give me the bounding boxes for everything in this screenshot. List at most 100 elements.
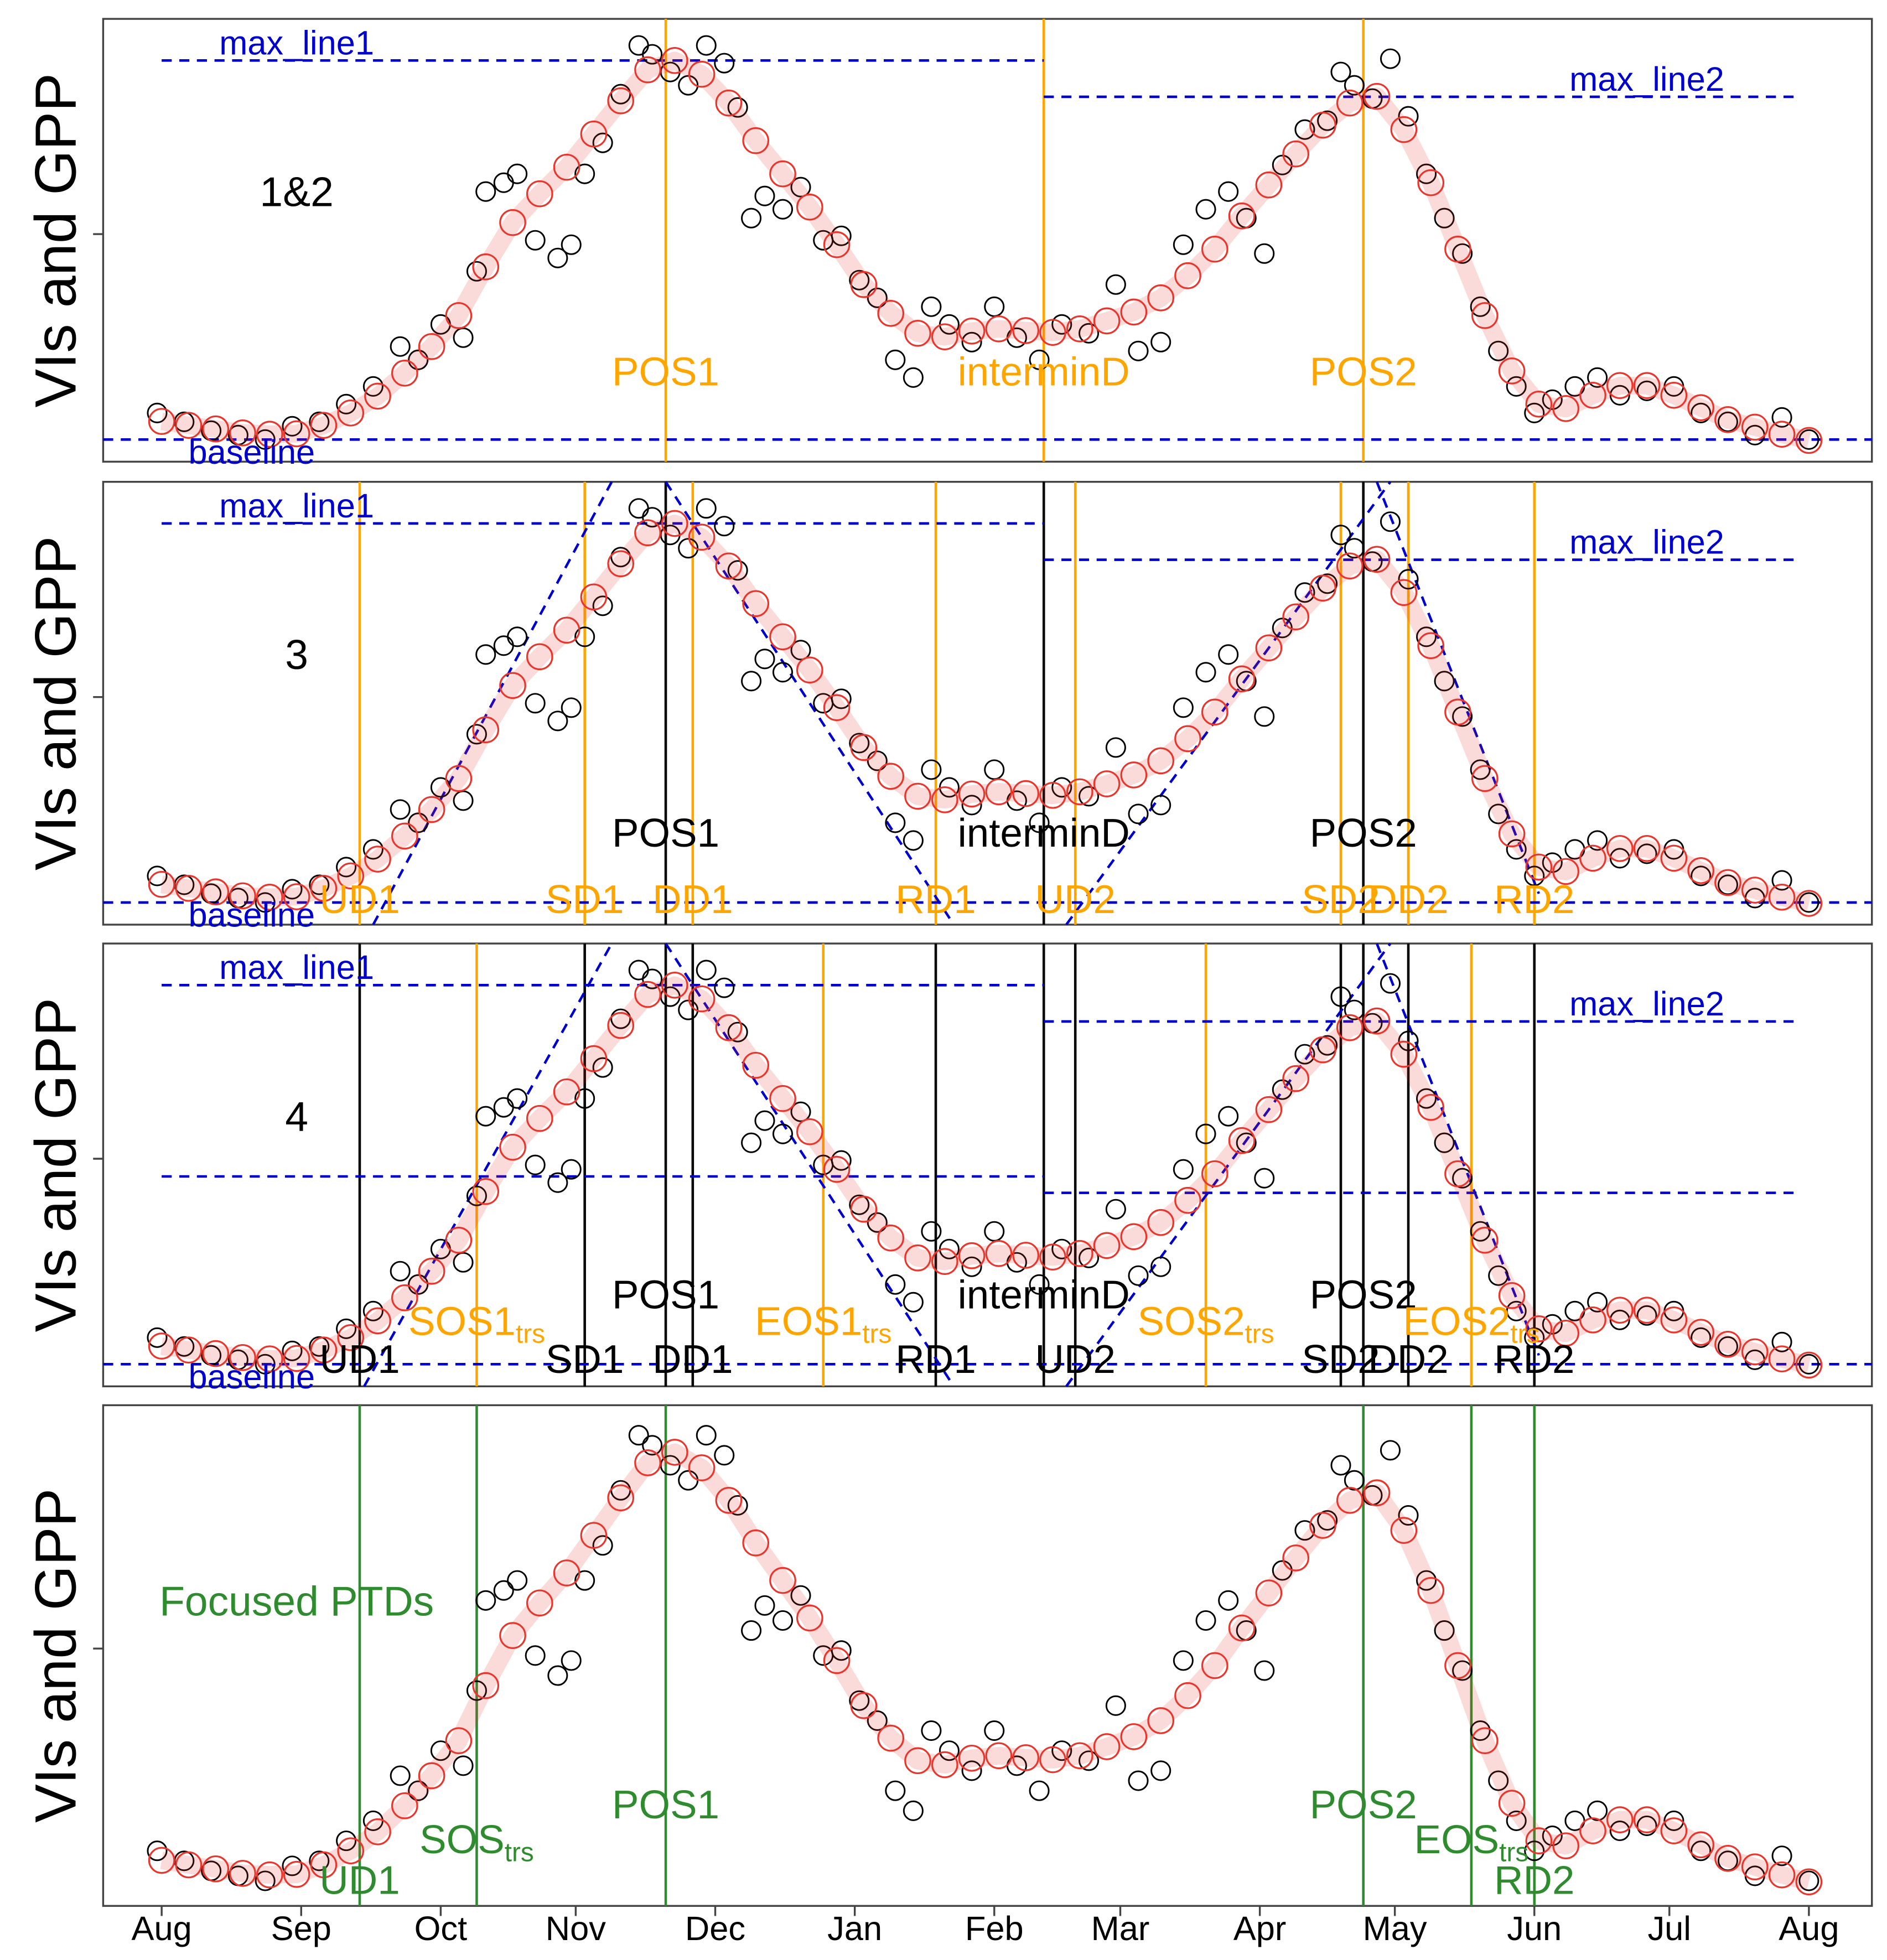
fitted-point: [1579, 1817, 1606, 1844]
fitted-point: [958, 317, 986, 345]
fitted-point: [202, 1340, 230, 1367]
observed-point: [592, 1057, 613, 1078]
fitted-point: [364, 846, 391, 873]
observed-point: [1691, 865, 1712, 886]
observed-point: [547, 247, 568, 268]
fitted-point: [1795, 1868, 1823, 1896]
observed-point: [547, 711, 568, 732]
ptd-label: DD2: [1368, 877, 1449, 922]
observed-point: [309, 1336, 330, 1357]
fitted-point: [391, 1284, 418, 1311]
fitted-point: [904, 782, 931, 810]
fitted-point: [310, 875, 338, 902]
fitted-point: [769, 1085, 796, 1112]
observed-point: [961, 795, 982, 816]
fitted-point: [364, 1818, 391, 1845]
fitted-point: [1255, 1579, 1283, 1607]
fitted-point: [1039, 781, 1066, 809]
fitted-point: [1255, 171, 1283, 199]
fitted-point: [877, 1724, 905, 1752]
fitted-point: [1417, 1093, 1445, 1121]
observed-point: [475, 644, 496, 665]
fitted-point: [391, 1792, 418, 1819]
fitted-point: [1606, 1806, 1634, 1833]
observed-point: [714, 977, 735, 998]
observed-point: [592, 1535, 613, 1556]
observed-point: [1798, 1354, 1819, 1375]
fitted-point: [283, 1345, 310, 1372]
observed-point: [1330, 525, 1351, 546]
observed-point: [961, 1760, 982, 1781]
fitted-point: [823, 1155, 851, 1183]
fitted-point: [256, 884, 283, 911]
fitted-point: [1282, 603, 1310, 631]
fitted-point: [958, 1744, 986, 1772]
observed-point: [714, 53, 735, 74]
fitted-point: [715, 1487, 743, 1514]
fitted-point: [1471, 1727, 1499, 1754]
fitted-point: [1201, 1652, 1228, 1679]
observed-point: [453, 1755, 474, 1776]
observed-point: [1380, 1440, 1401, 1461]
observed-point: [1488, 803, 1509, 825]
observed-point: [696, 1425, 717, 1446]
observed-point: [939, 1740, 960, 1761]
fitted-point: [931, 1751, 958, 1778]
fitted-point: [175, 1336, 203, 1364]
fitted-point: [1093, 770, 1121, 797]
observed-point: [1636, 1815, 1657, 1836]
fitted-point: [1363, 82, 1391, 110]
fitted-point: [229, 1344, 256, 1371]
fitted-point: [1228, 665, 1256, 693]
x-tick-label: Aug: [132, 1910, 192, 1948]
observed-point: [1452, 1168, 1473, 1189]
observed-point: [309, 874, 330, 895]
threshold-label: max_line2: [1569, 523, 1724, 562]
fitted-point: [1714, 406, 1741, 433]
fitted-point: [742, 127, 770, 154]
fitted-point: [634, 1449, 661, 1476]
observed-point: [642, 507, 663, 528]
observed-point: [1029, 812, 1050, 833]
fitted-point: [1687, 1831, 1714, 1859]
observed-point: [1195, 1123, 1216, 1144]
observed-point: [1254, 1660, 1275, 1681]
observed-point: [867, 1212, 888, 1233]
x-tick-label: Mar: [1091, 1910, 1150, 1948]
data-layer: [147, 960, 1823, 1379]
ptd-label-sub: trs: [1245, 1319, 1274, 1349]
x-tick-label: Jul: [1647, 1910, 1691, 1948]
ptd-label-text: POS2: [1310, 1272, 1417, 1317]
observed-point: [696, 35, 717, 56]
observed-point: [1542, 389, 1563, 410]
observed-point: [255, 892, 276, 913]
fitted-point: [553, 616, 580, 644]
fitted-point: [1147, 284, 1175, 312]
observed-point: [1029, 349, 1050, 370]
fitted-point: [904, 1747, 931, 1775]
fitted-point: [1417, 632, 1445, 660]
observed-point: [610, 84, 631, 105]
observed-point: [1128, 803, 1149, 825]
observed-point: [1587, 1292, 1608, 1313]
fitted-point: [526, 180, 553, 208]
fitted-point: [445, 765, 473, 792]
observed-point: [885, 1780, 906, 1801]
fitted-point: [1012, 1744, 1040, 1771]
fitted-point: [1066, 1742, 1093, 1770]
observed-point: [921, 1720, 942, 1741]
fitted-point: [472, 1672, 500, 1699]
fitted-point: [1714, 869, 1741, 896]
ptd-label: EOS2trs: [1403, 1299, 1539, 1349]
ptd-label-text: EOS2: [1403, 1299, 1510, 1344]
fitted-curve: [160, 51, 1811, 449]
fitted-point: [175, 1851, 203, 1879]
fitted-point: [1552, 1319, 1579, 1347]
fitted-point: [1066, 1240, 1093, 1267]
ptd-label: UD2: [1035, 877, 1116, 922]
observed-point: [1488, 340, 1509, 361]
fitted-point: [1012, 780, 1040, 807]
observed-point: [867, 750, 888, 771]
observed-point: [1524, 1840, 1545, 1862]
fitted-point: [1633, 1297, 1661, 1324]
